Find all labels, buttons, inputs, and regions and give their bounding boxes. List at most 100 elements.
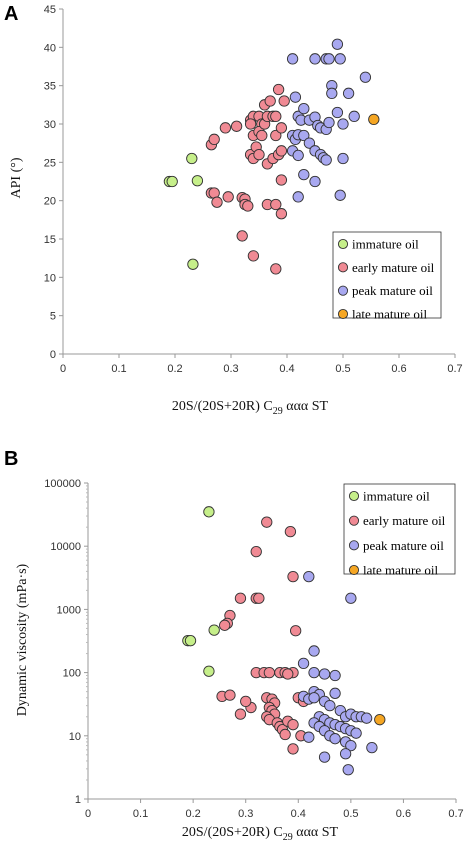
panel-a-legend-label: early mature oil <box>352 260 435 275</box>
panel-a-legend-marker <box>337 238 349 250</box>
panel-b-legend-label: immature oil <box>363 489 430 504</box>
panel-b-point-early-mature-oil <box>287 570 299 583</box>
panel-b-point-early-mature-oil <box>224 689 236 701</box>
panel-b-point-peak-mature-oil <box>303 731 315 743</box>
panel-b-y-tick-label: 100000 <box>44 478 81 490</box>
panel-a-point-peak-mature-oil <box>298 103 310 115</box>
panel-a-legend-marker <box>337 308 349 320</box>
panel-b-point-early-mature-oil <box>253 592 265 604</box>
panel-a-point-peak-mature-oil <box>323 53 335 65</box>
panel-b-x-tick-label: 0.7 <box>448 808 463 820</box>
panel-b-point-immature-oil <box>203 665 215 677</box>
panel-a-point-early-mature-oil <box>270 263 282 275</box>
panel-b-y-tick-label: 1 <box>75 794 81 806</box>
panel-a-point-peak-mature-oil <box>320 154 332 166</box>
panel-a-point-early-mature-oil <box>256 129 268 142</box>
panel-b-point-peak-mature-oil <box>308 692 320 704</box>
panel-b-axes: 0 0.1 0.2 0.3 0.4 0.5 0.6 0.7 1 10 100 1000 10000 100… <box>44 478 463 820</box>
panel-b-x-tick-label: 0 <box>85 808 91 820</box>
panel-a-point-peak-mature-oil <box>289 91 302 103</box>
panel-a-legend-box <box>332 231 442 319</box>
panel-a-legend-marker <box>337 285 349 296</box>
panel-a-point-early-mature-oil <box>275 145 288 157</box>
panel-b-point-early-mature-oil <box>234 592 247 604</box>
panel-a-x-axis-title-suffix: ααα ST <box>283 399 329 414</box>
panel-a-x-tick-label: 0.2 <box>167 363 182 375</box>
panel-a-point-early-mature-oil <box>275 208 288 220</box>
panel-b-point-peak-mature-oil <box>303 570 315 583</box>
panel-b-point-early-mature-oil <box>290 625 302 637</box>
panel-a-point-early-mature-oil <box>222 191 234 203</box>
panel-b-point-peak-mature-oil <box>339 748 352 760</box>
panel-b-point-early-mature-oil <box>282 668 294 680</box>
panel-a-point-peak-mature-oil <box>309 175 321 188</box>
panel-a-point-peak-mature-oil <box>286 53 299 65</box>
panel-a-x-tick-label: 0.7 <box>447 363 462 375</box>
panel-a-axes: 0 0.1 0.2 0.3 0.4 0.5 0.6 0.7 0 5 10 15 20 25 30 35 40 45 <box>44 4 463 375</box>
panel-a-point-early-mature-oil <box>208 133 220 145</box>
panel-a-x-tick-label: 0.1 <box>111 363 126 375</box>
panel-a-point-early-mature-oil <box>264 95 276 107</box>
panel-b-x-axis-title-sub: 29 <box>283 832 293 843</box>
panel-b-x-tick-label: 0.6 <box>396 808 411 820</box>
panel-a-point-early-mature-oil <box>253 149 265 161</box>
panel-b-x-tick-label: 0.1 <box>133 808 148 820</box>
panel-b-point-peak-mature-oil <box>329 669 341 682</box>
panel-b-point-peak-mature-oil <box>329 733 341 745</box>
panel-b-point-early-mature-oil <box>287 743 299 755</box>
panel-a-point-peak-mature-oil <box>331 38 344 50</box>
panel-b-point-early-mature-oil <box>263 666 276 679</box>
panel-a-y-tick-label: 10 <box>44 272 56 284</box>
panel-a-point-early-mature-oil <box>236 230 248 242</box>
panel-a: A 0 0.1 0.2 0.3 0.4 0.5 0.6 0.7 0 5 10 15 20 25 30 35 40… <box>4 3 463 417</box>
panel-a-point-early-mature-oil <box>242 200 254 212</box>
panel-b-legend-label: peak mature oil <box>363 538 444 553</box>
panel-a-point-immature-oil <box>186 152 198 165</box>
panel-b-x-axis-title-main: 20S/(20S+20R) C <box>182 825 283 840</box>
panel-a-point-peak-mature-oil <box>309 53 321 65</box>
panel-b-point-immature-oil <box>184 635 197 647</box>
panel-b-point-late-mature-oil <box>374 714 386 726</box>
panel-b-y-axis-title: Dynamic viscosity (mPa·s) <box>15 563 30 716</box>
panel-a-point-early-mature-oil <box>230 120 243 132</box>
panel-a-x-tick-label: 0.5 <box>335 363 350 375</box>
panel-b-point-early-mature-oil <box>261 516 273 528</box>
panel-b-point-peak-mature-oil <box>308 645 320 657</box>
panel-b-point-early-mature-oil <box>279 728 291 741</box>
panel-a-x-axis-title-sub: 29 <box>273 406 283 417</box>
panel-a-legend-marker <box>337 262 349 273</box>
panel-a-point-peak-mature-oil <box>359 71 372 83</box>
panel-a-point-early-mature-oil <box>278 95 290 107</box>
panel-a-point-peak-mature-oil <box>303 137 316 149</box>
panel-a-x-tick-label: 0.6 <box>391 363 406 375</box>
panel-b-x-tick-label: 0.3 <box>238 808 253 820</box>
panel-a-point-peak-mature-oil <box>342 87 355 99</box>
panel-b-legend-box <box>343 483 456 575</box>
panel-b-point-peak-mature-oil <box>350 727 362 739</box>
panel-b-points <box>182 506 386 776</box>
panel-a-point-peak-mature-oil <box>348 110 360 122</box>
panel-a-point-peak-mature-oil <box>334 189 346 201</box>
panel-b-point-immature-oil <box>203 506 215 518</box>
panel-a-label: A <box>4 3 18 25</box>
panel-a-y-tick-label: 45 <box>44 4 56 16</box>
panel-b-legend-marker <box>348 490 360 502</box>
panel-a-y-tick-label: 35 <box>44 81 56 93</box>
panel-b-label: B <box>4 448 18 470</box>
panel-a-point-peak-mature-oil <box>298 168 310 181</box>
panel-b-point-peak-mature-oil <box>366 741 378 754</box>
panel-b-point-peak-mature-oil <box>345 739 357 752</box>
panel-a-y-tick-label: 20 <box>44 196 56 208</box>
panel-a-points <box>163 38 380 275</box>
panel-a-y-tick-label: 5 <box>50 311 56 323</box>
panel-b-x-tick-label: 0.5 <box>343 808 358 820</box>
panel-a-point-early-mature-oil <box>219 122 232 134</box>
panel-a-point-early-mature-oil <box>211 196 223 208</box>
panel-a-point-peak-mature-oil <box>292 149 304 162</box>
panel-b-point-peak-mature-oil <box>324 699 336 712</box>
panel-b-legend-label: early mature oil <box>363 513 446 528</box>
panel-b-y-tick-label: 10000 <box>50 541 81 553</box>
panel-a-point-early-mature-oil <box>247 250 260 262</box>
panel-b-legend-marker <box>348 564 360 576</box>
